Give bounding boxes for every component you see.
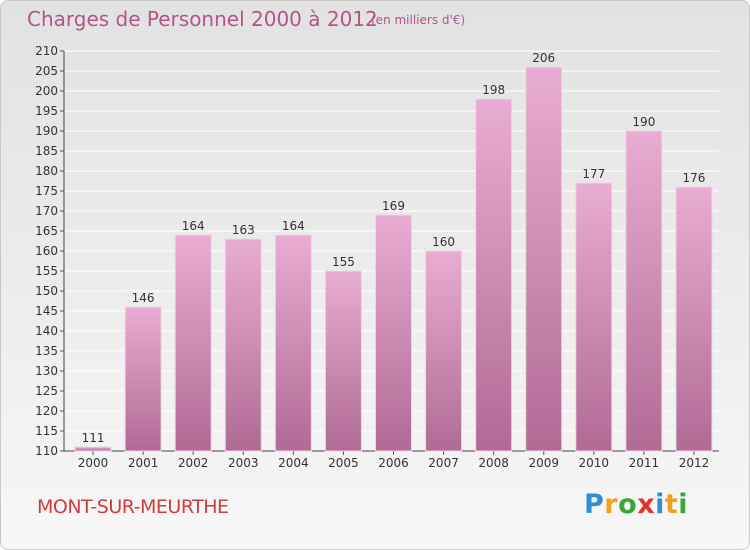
bar-2006 [375,214,412,452]
bar-2002 [174,234,212,452]
chart-subtitle: (en milliers d'€) [371,13,466,27]
y-tick-label: 160 [35,244,58,258]
y-tick-label: 180 [35,164,58,178]
bars [74,66,713,452]
x-tick-label: 2002 [178,456,209,470]
data-label: 163 [232,223,255,237]
data-label: 164 [282,219,305,233]
bar-2010 [575,182,613,452]
y-tick-label: 165 [35,224,58,238]
y-tick-label: 170 [35,204,58,218]
data-label: 177 [582,167,605,181]
bar-2007 [425,250,463,452]
y-tick-label: 145 [35,304,58,318]
x-tick-label: 2005 [328,456,359,470]
logo-letter: o [618,489,638,520]
logo-letter: i [655,489,665,520]
y-tick-label: 205 [35,64,58,78]
y-tick-label: 125 [35,384,58,398]
x-tick-label: 2008 [478,456,509,470]
logo-letter: i [678,489,689,520]
data-label: 160 [432,235,455,249]
data-label: 169 [382,199,405,213]
x-tick-label: 2004 [278,456,309,470]
y-tick-label: 150 [35,284,58,298]
proxiti-logo: Proxiti [584,489,688,520]
y-tick-label: 130 [35,364,58,378]
x-tick-label: 2000 [78,456,109,470]
bar-2005 [324,270,362,452]
chart-title: Charges de Personnel 2000 à 2012 [27,7,378,31]
data-labels: 111 146 164 163 164 155 169 160 198 206 177 190 176 [82,51,706,445]
y-tick-label: 210 [35,44,58,58]
bar-2000 [74,446,112,452]
y-tick-label: 195 [35,104,58,118]
y-tick-label: 185 [35,144,58,158]
data-label: 206 [532,51,555,65]
bar-2008 [475,98,513,452]
logo-letter: t [664,489,679,520]
bar-2003 [224,238,262,452]
data-label: 190 [632,115,655,129]
bar-2011 [625,130,663,452]
y-tick-label: 140 [35,324,58,338]
data-label: 155 [332,255,355,269]
data-label: 164 [182,219,205,233]
y-tick-label: 115 [35,424,58,438]
x-tick-label: 2012 [679,456,710,470]
x-tick-label: 2009 [528,456,559,470]
y-tick-label: 135 [35,344,58,358]
logo-letter: r [604,489,619,520]
y-tick-label: 155 [35,264,58,278]
data-label: 176 [683,171,706,185]
data-label: 146 [132,291,155,305]
y-tick-label: 190 [35,124,58,138]
logo-letter: x [637,489,656,520]
y-tick-label: 120 [35,404,58,418]
commune-name: MONT-SUR-MEURTHE [37,496,229,518]
data-label: 111 [82,431,105,445]
x-tick-label: 2010 [579,456,610,470]
data-label: 198 [482,83,505,97]
logo-letter: P [584,489,605,520]
y-tick-label: 110 [35,444,58,458]
bar-2012 [675,186,713,452]
x-tick-label: 2006 [378,456,409,470]
y-tick-label: 175 [35,184,58,198]
x-tick-label: 2011 [629,456,660,470]
x-tick-label: 2003 [228,456,259,470]
x-tick-label: 2001 [128,456,159,470]
bar-2004 [274,234,312,452]
bar-2001 [124,306,162,452]
bar-2009 [525,66,563,452]
y-tick-label: 200 [35,84,58,98]
x-tick-label: 2007 [428,456,459,470]
